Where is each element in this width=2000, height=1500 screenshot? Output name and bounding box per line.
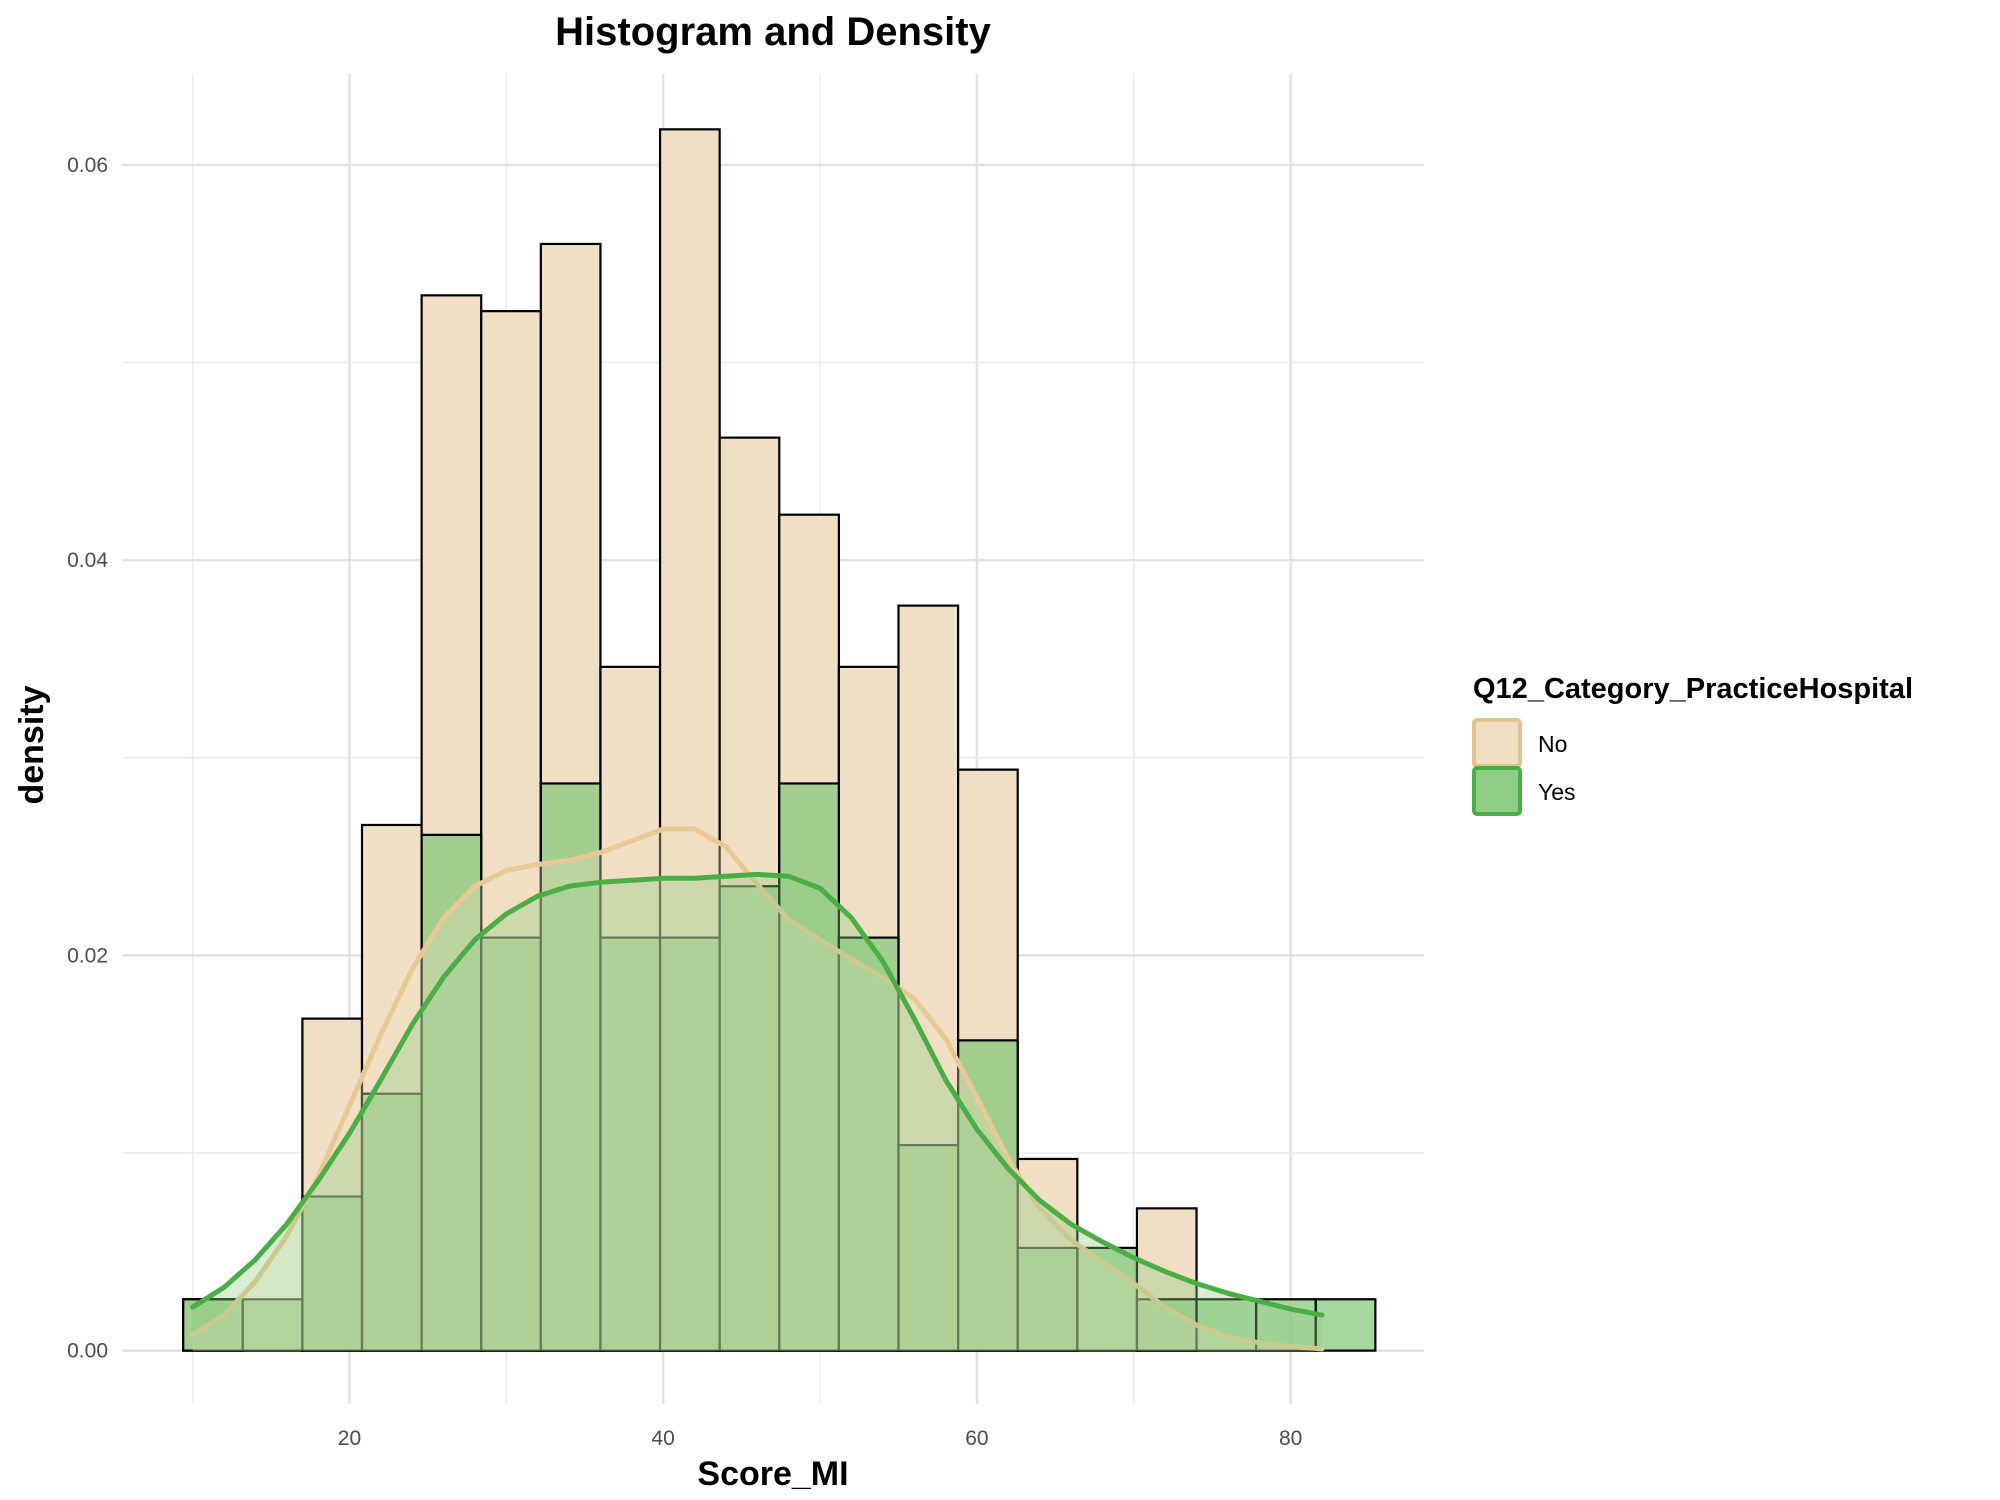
- density-line-yes: [190, 871, 1325, 1318]
- x-tick-label: 20: [338, 1427, 361, 1450]
- y-tick-label: 0.02: [67, 944, 108, 967]
- legend-item-no: No: [1472, 718, 1567, 768]
- chart-title: Histogram and Density: [555, 10, 991, 54]
- y-tick-label: 0.06: [67, 154, 108, 177]
- bar-yes: [599, 936, 662, 1352]
- density-area-yes: [192, 874, 1323, 1351]
- density-curves: [190, 826, 1325, 1352]
- y-tick-label: 0.04: [67, 549, 108, 572]
- legend-label-no: No: [1538, 731, 1567, 757]
- bar-yes: [301, 1195, 364, 1352]
- bar-yes: [658, 936, 721, 1352]
- bar-yes: [957, 1039, 1019, 1352]
- bar-yes: [897, 1144, 960, 1352]
- legend-title: Q12_Category_PracticeHospital: [1473, 673, 1913, 705]
- histogram-bars: [182, 128, 1377, 1352]
- bar-yes: [360, 1092, 423, 1352]
- x-tick-label: 80: [1279, 1427, 1302, 1450]
- legend-label-yes: Yes: [1538, 779, 1576, 805]
- density-area-no: [192, 828, 1323, 1351]
- bar-yes: [241, 1298, 304, 1352]
- bar-yes: [480, 936, 542, 1352]
- tick-labels: 20 40 60 80 0.00 0.02 0.04 0.06: [67, 154, 1302, 1450]
- x-tick-label: 40: [652, 1427, 675, 1450]
- density-line-no: [190, 826, 1325, 1352]
- legend-key-no: [1472, 718, 1522, 768]
- bar-yes: [420, 833, 483, 1352]
- x-tick-label: 60: [965, 1427, 988, 1450]
- legend: Q12_Category_PracticeHospital No Yes: [1472, 673, 1913, 816]
- bar-yes: [1016, 1246, 1079, 1352]
- legend-key-yes: [1472, 766, 1522, 816]
- legend-item-yes: Yes: [1472, 766, 1576, 816]
- x-axis-label: Score_MI: [697, 1455, 848, 1493]
- y-tick-label: 0.00: [67, 1340, 108, 1363]
- bar-yes: [1314, 1298, 1377, 1352]
- y-axis-label: density: [13, 685, 51, 804]
